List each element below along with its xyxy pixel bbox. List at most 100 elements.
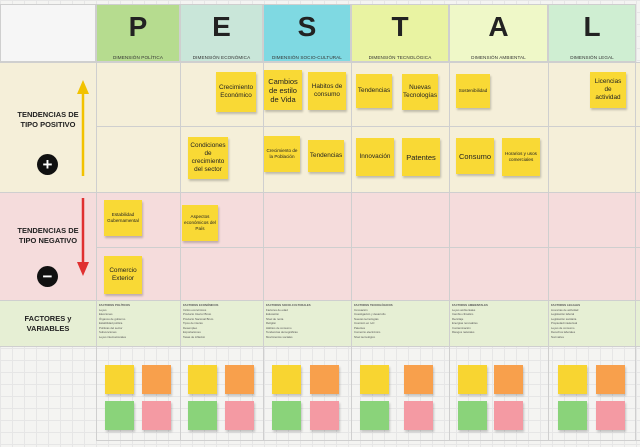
factor-item: Hábitos de consumo — [266, 325, 292, 330]
factor-item: Nivel tecnológico — [354, 334, 376, 339]
palette-sticky-green[interactable] — [272, 401, 301, 430]
grid-line — [96, 440, 640, 441]
sticky-note[interactable]: Estabilidad Gubernamental — [104, 200, 142, 236]
factor-item: Leyes ambientales — [452, 307, 476, 312]
factor-item: Estabilidad política — [99, 321, 123, 325]
column-label: DIMENSIÓN AMBIENTAL — [471, 55, 526, 60]
palette-sticky-yellow[interactable] — [272, 365, 301, 394]
palette-sticky-pink[interactable] — [494, 401, 523, 430]
sticky-note[interactable]: Crecimiento Económico — [216, 72, 256, 112]
arrow-up-icon — [77, 80, 89, 176]
grid-line — [96, 62, 97, 440]
sticky-note[interactable]: Aspectos económicos del País — [182, 205, 218, 241]
factor-item: Innovación — [354, 307, 368, 312]
positive-trends-label: TENDENCIAS DE TIPO POSITIVO — [17, 110, 79, 129]
factor-item: Energías renovables — [452, 321, 478, 325]
palette-sticky-yellow[interactable] — [458, 365, 487, 394]
palette-sticky-yellow[interactable] — [360, 365, 389, 394]
column-header-economica[interactable]: E DIMENSIÓN ECONÓMICA — [180, 4, 263, 62]
factor-item: Tasas de inflación — [183, 334, 206, 339]
factor-item: Investigación y desarrollo — [354, 312, 386, 316]
negative-trends-label: TENDENCIAS DE TIPO NEGATIVO — [17, 226, 79, 245]
column-letter: E — [212, 11, 231, 42]
palette-sticky-pink[interactable] — [596, 401, 625, 430]
factor-list: FACTORES ECONÓMICOS Ciclos económicos Pr… — [183, 303, 261, 339]
factor-item: Educación — [266, 312, 280, 316]
factor-item: Leyes de consumo — [551, 325, 575, 330]
column-letter: A — [488, 11, 509, 42]
sticky-note[interactable]: Consumo — [456, 138, 494, 174]
palette-sticky-yellow[interactable] — [105, 365, 134, 394]
palette-sticky-orange[interactable] — [225, 365, 254, 394]
column-letter: S — [297, 11, 317, 42]
sticky-note[interactable]: Patentes — [402, 138, 440, 176]
palette-sticky-orange[interactable] — [310, 365, 339, 394]
palette-sticky-orange[interactable] — [142, 365, 171, 394]
palette-sticky-pink[interactable] — [310, 401, 339, 430]
factor-item: Contaminación — [452, 325, 471, 330]
factor-list-header: FACTORES POLÍTICOS — [99, 303, 131, 307]
factor-item: Factores de edad — [266, 307, 288, 312]
grid-line — [449, 62, 450, 440]
column-header-ambiental[interactable]: A DIMENSIÓN AMBIENTAL — [449, 4, 548, 62]
sticky-note[interactable]: Nuevas Tecnologías — [402, 74, 438, 110]
sticky-note[interactable]: Habitos de consumo — [308, 72, 346, 110]
factor-item: Exportaciones — [183, 330, 201, 334]
factor-item: Licencias de actividad — [551, 307, 579, 312]
palette-sticky-green[interactable] — [360, 401, 389, 430]
factor-list: FACTORES AMBIENTALES Leyes ambientales C… — [452, 303, 544, 335]
sticky-note[interactable]: Tendencias — [356, 74, 392, 108]
column-label: DIMENSIÓN LEGAL — [570, 55, 614, 60]
factor-item: Propiedad intelectual — [551, 321, 578, 325]
factor-item: Comercio electrónico — [354, 330, 381, 334]
sticky-note[interactable]: Tendencias — [308, 140, 344, 172]
factor-list-header: FACTORES AMBIENTALES — [452, 303, 488, 307]
sticky-note[interactable]: Comercio Exterior — [104, 256, 142, 294]
sticky-note[interactable]: Innovación — [356, 138, 394, 176]
factors-label: FACTORES y VARIABLES — [24, 314, 72, 333]
palette-sticky-yellow[interactable] — [188, 365, 217, 394]
factor-list: FACTORES TECNOLÓGICOS Innovación Investi… — [354, 303, 446, 339]
factor-item: Leyes — [99, 307, 107, 312]
factor-item: Nivel de renta — [266, 316, 284, 321]
factor-item: Desempleo — [183, 325, 198, 330]
factor-item: Leyes internacionales — [99, 334, 127, 339]
palette-band — [0, 346, 640, 440]
palette-sticky-pink[interactable] — [142, 401, 171, 430]
palette-sticky-pink[interactable] — [225, 401, 254, 430]
arrow-down-icon — [77, 198, 89, 276]
factors-band — [0, 300, 640, 346]
factor-item: Producto Interior Bruto — [183, 312, 212, 316]
column-label: DIMENSIÓN POLÍTICA — [112, 55, 164, 60]
factor-item: Elecciones — [99, 312, 113, 316]
sticky-note[interactable]: Licencias de actividad — [590, 72, 626, 108]
palette-sticky-green[interactable] — [458, 401, 487, 430]
palette-sticky-green[interactable] — [188, 401, 217, 430]
palette-sticky-green[interactable] — [558, 401, 587, 430]
column-header-legal[interactable]: L DIMENSIÓN LEGAL — [548, 4, 636, 62]
column-header-socio-cultural[interactable]: S DIMENSIÓN SOCIO-CULTURAL — [263, 4, 351, 62]
sticky-note[interactable]: Condiciones de crecimiento del sector — [188, 137, 228, 179]
palette-sticky-orange[interactable] — [494, 365, 523, 394]
factor-list: FACTORES LEGALES Licencias de actividad … — [551, 303, 633, 339]
sticky-note[interactable]: Crecimiento de la Población — [264, 136, 300, 172]
palette-sticky-orange[interactable] — [596, 365, 625, 394]
palette-sticky-orange[interactable] — [404, 365, 433, 394]
factor-item: Inversión en I+D — [354, 321, 375, 325]
sticky-note[interactable]: Cambios de estilo de Vida — [264, 70, 302, 110]
sticky-note[interactable]: Sostenibilidad — [456, 74, 490, 108]
factor-item: Cambio climático — [452, 312, 474, 316]
column-header-tecnologica[interactable]: T DIMENSIÓN TECNOLÓGICA — [351, 4, 449, 62]
column-header-politica[interactable]: P DIMENSIÓN POLÍTICA — [96, 4, 180, 62]
column-letter: T — [391, 11, 409, 42]
sticky-note[interactable]: Horarios y usos comerciales — [502, 138, 540, 176]
palette-sticky-green[interactable] — [105, 401, 134, 430]
factor-item: Producto Nacional Bruto — [183, 316, 214, 321]
factor-item: Tendencias demográficas — [266, 330, 298, 334]
palette-sticky-yellow[interactable] — [558, 365, 587, 394]
factor-item: Riesgos naturales — [452, 330, 475, 334]
column-letter: P — [128, 11, 148, 42]
factor-item: Órganos de gobierno — [99, 316, 126, 321]
palette-sticky-pink[interactable] — [404, 401, 433, 430]
